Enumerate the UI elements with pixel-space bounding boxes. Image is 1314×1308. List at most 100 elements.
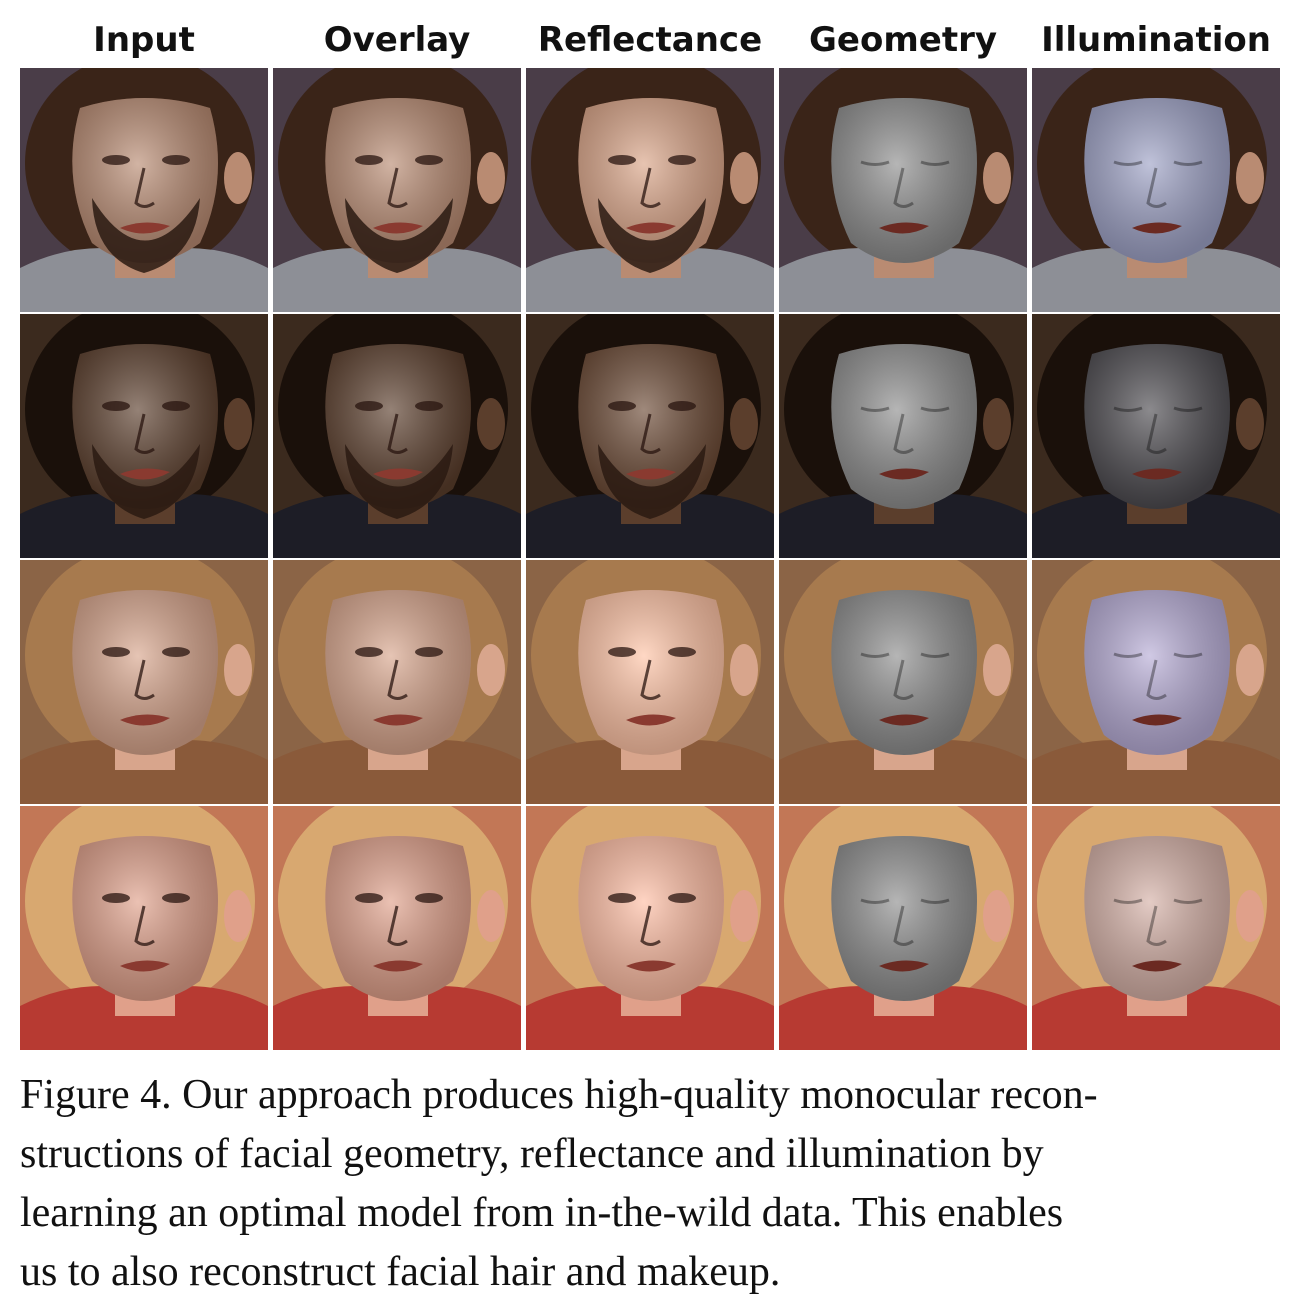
clothing bbox=[273, 986, 521, 1050]
ear bbox=[730, 644, 758, 696]
right-eye bbox=[415, 155, 443, 165]
mouth bbox=[626, 468, 676, 480]
face-shading bbox=[578, 836, 724, 1001]
image-geometry-row-4 bbox=[779, 806, 1027, 1050]
left-eye bbox=[355, 401, 383, 411]
mouth bbox=[373, 222, 423, 234]
nose bbox=[1146, 659, 1167, 700]
clothing bbox=[273, 248, 521, 312]
image-reflectance-row-1 bbox=[526, 68, 774, 312]
face-shading bbox=[831, 590, 977, 755]
right-eye bbox=[668, 401, 696, 411]
right-eye bbox=[1173, 652, 1203, 658]
ear bbox=[983, 398, 1011, 450]
right-eye bbox=[415, 893, 443, 903]
mouth bbox=[120, 960, 170, 972]
ear bbox=[730, 152, 758, 204]
mouth bbox=[373, 468, 423, 480]
nose bbox=[893, 413, 914, 454]
face-shading bbox=[72, 344, 218, 509]
left-eye bbox=[102, 647, 130, 657]
image-overlay-row-4 bbox=[273, 806, 521, 1050]
ear bbox=[224, 398, 252, 450]
right-eye bbox=[920, 898, 950, 904]
nose bbox=[387, 413, 408, 454]
image-input-row-1 bbox=[20, 68, 268, 312]
right-eye bbox=[162, 647, 190, 657]
image-overlay-row-1 bbox=[273, 68, 521, 312]
right-eye bbox=[162, 401, 190, 411]
nose bbox=[387, 905, 408, 946]
left-eye bbox=[355, 893, 383, 903]
mouth bbox=[373, 714, 423, 726]
nose bbox=[893, 659, 914, 700]
nose bbox=[640, 905, 661, 946]
left-eye bbox=[608, 893, 636, 903]
left-eye bbox=[608, 647, 636, 657]
ear bbox=[730, 398, 758, 450]
ear bbox=[224, 152, 252, 204]
left-eye bbox=[608, 155, 636, 165]
left-eye bbox=[1113, 160, 1143, 166]
clothing bbox=[526, 494, 774, 558]
right-eye bbox=[920, 652, 950, 658]
right-eye bbox=[920, 160, 950, 166]
clothing bbox=[526, 986, 774, 1050]
ear bbox=[983, 890, 1011, 942]
column-header-input: Input bbox=[93, 20, 195, 60]
mouth bbox=[1132, 960, 1182, 972]
right-eye bbox=[415, 647, 443, 657]
ear bbox=[1236, 644, 1264, 696]
clothing bbox=[273, 740, 521, 804]
column-header-illumination: Illumination bbox=[1041, 20, 1271, 60]
mouth bbox=[626, 222, 676, 234]
mouth bbox=[120, 714, 170, 726]
image-overlay-row-3 bbox=[273, 560, 521, 804]
image-illumination-row-3 bbox=[1032, 560, 1280, 804]
nose bbox=[1146, 167, 1167, 208]
right-eye bbox=[668, 155, 696, 165]
nose bbox=[134, 413, 155, 454]
mouth bbox=[626, 960, 676, 972]
left-eye bbox=[608, 401, 636, 411]
ear bbox=[477, 152, 505, 204]
face-shading bbox=[1084, 344, 1230, 509]
right-eye bbox=[162, 893, 190, 903]
ear bbox=[477, 398, 505, 450]
right-eye bbox=[1173, 406, 1203, 412]
ear bbox=[1236, 152, 1264, 204]
face-shading bbox=[831, 836, 977, 1001]
left-eye bbox=[860, 898, 890, 904]
face-shading bbox=[72, 590, 218, 755]
image-input-row-2 bbox=[20, 314, 268, 558]
nose bbox=[134, 659, 155, 700]
caption-text-1: Our approach produces high-quality monoc… bbox=[182, 1072, 1098, 1118]
left-eye bbox=[102, 401, 130, 411]
image-geometry-row-3 bbox=[779, 560, 1027, 804]
ear bbox=[477, 644, 505, 696]
clothing bbox=[20, 494, 268, 558]
caption-line-3: learning an optimal model from in-the-wi… bbox=[20, 1190, 1064, 1236]
mouth bbox=[879, 468, 929, 480]
beard bbox=[345, 198, 453, 273]
left-eye bbox=[860, 406, 890, 412]
column-headers: Input Overlay Reflectance Geometry Illum… bbox=[20, 12, 1282, 68]
beard bbox=[598, 198, 706, 273]
right-eye bbox=[920, 406, 950, 412]
nose bbox=[387, 659, 408, 700]
clothing bbox=[779, 248, 1027, 312]
clothing bbox=[20, 740, 268, 804]
face-shading bbox=[72, 836, 218, 1001]
clothing bbox=[20, 986, 268, 1050]
mouth bbox=[120, 222, 170, 234]
ear bbox=[1236, 398, 1264, 450]
right-eye bbox=[1173, 898, 1203, 904]
clothing bbox=[779, 494, 1027, 558]
mouth bbox=[879, 222, 929, 234]
clothing bbox=[1032, 494, 1280, 558]
mouth bbox=[373, 960, 423, 972]
nose bbox=[640, 167, 661, 208]
column-header-geometry: Geometry bbox=[809, 20, 997, 60]
clothing bbox=[526, 740, 774, 804]
left-eye bbox=[860, 160, 890, 166]
